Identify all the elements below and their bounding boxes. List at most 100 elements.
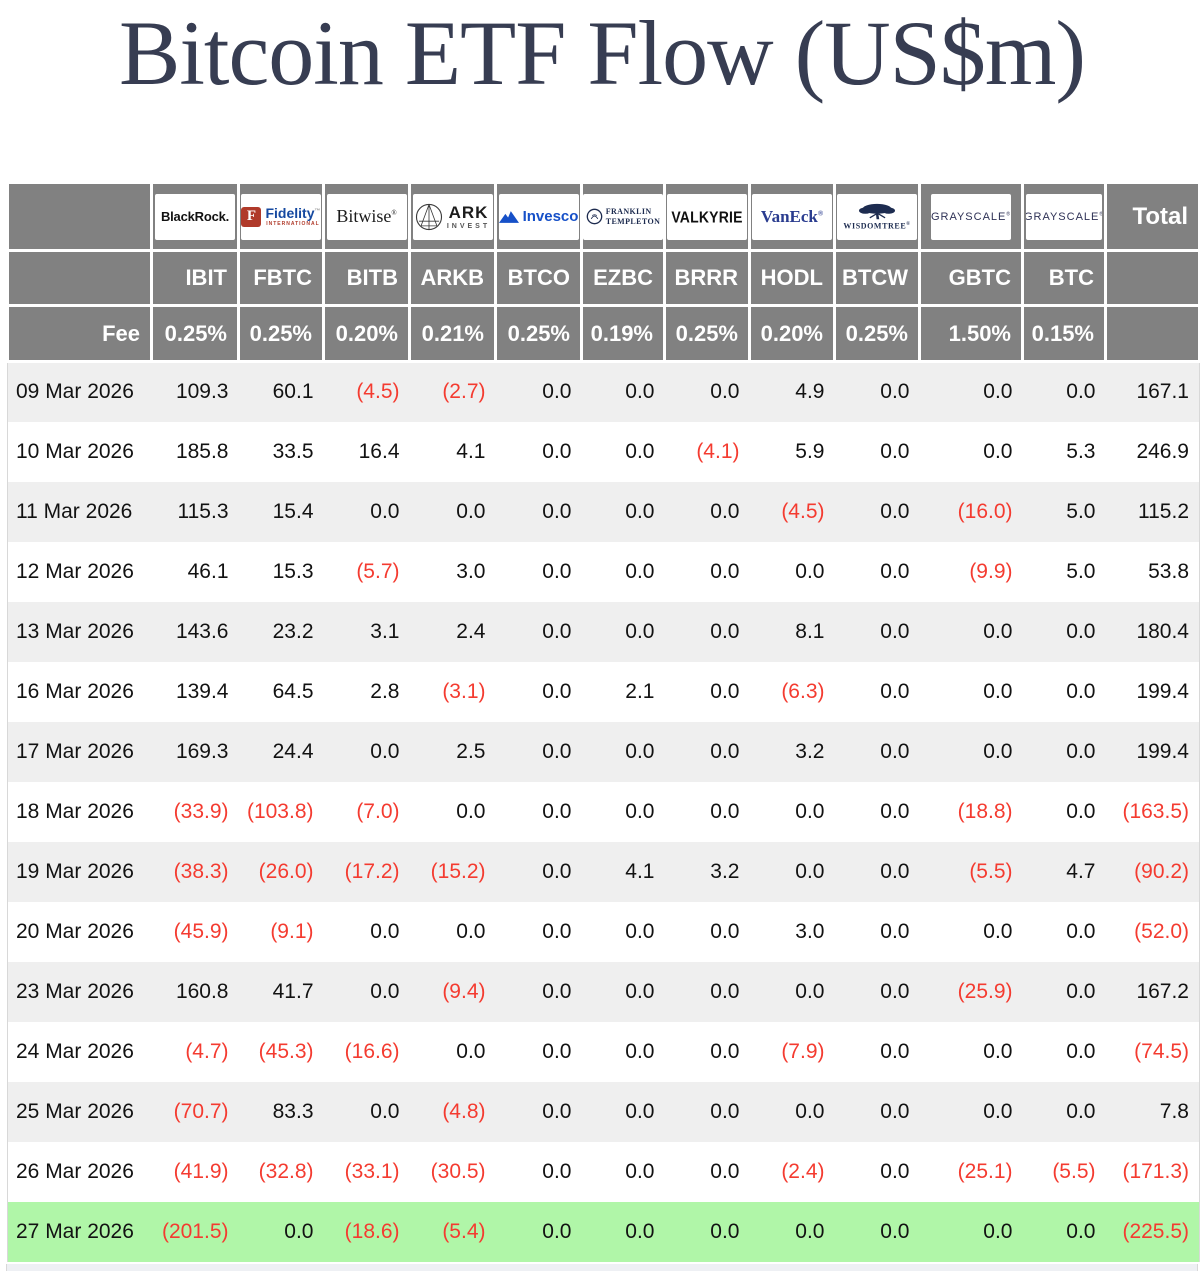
- flow-cell-brrr: 0.0: [710, 619, 740, 643]
- flow-cell-brrr: 0.0: [710, 1219, 740, 1243]
- flow-cell-btc: 0.0: [1066, 919, 1096, 943]
- date-cell: 12 Mar 2026: [7, 541, 152, 602]
- flow-cell-fbtc: (9.1): [270, 919, 314, 943]
- flow-cell-gbtc: 0.0: [983, 380, 1013, 404]
- ark-wordmark: ARK: [448, 202, 489, 222]
- wisdomtree-logo: WISDOMTREE®: [837, 193, 917, 240]
- flow-cell-btco: 0.0: [542, 439, 572, 463]
- flow-cell-fbtc: 0.0: [284, 1219, 314, 1243]
- flow-cell-ibit: (4.7): [185, 1039, 229, 1063]
- date-cell: 13 Mar 2026: [7, 601, 152, 662]
- invesco-wordmark: Invesco: [522, 208, 579, 226]
- flow-cell-ibit: (45.9): [173, 919, 229, 943]
- grayscale-wordmark: GRAYSCALE: [931, 210, 1007, 223]
- valkyrie-wordmark: VALKYRIE: [671, 207, 743, 226]
- total-cell: 167.1: [1105, 361, 1200, 422]
- date-cell: 10 Mar 2026: [7, 421, 152, 482]
- flow-cell-btco: 0.0: [542, 799, 572, 823]
- flow-cell-ezbc: 0.0: [625, 799, 655, 823]
- date-cell: 23 Mar 2026: [7, 961, 152, 1022]
- flow-cell-btc: 5.0: [1066, 559, 1096, 583]
- flow-cell-arkb: 0.0: [456, 799, 486, 823]
- flow-cell-fbtc: 24.4: [272, 739, 314, 763]
- invesco-mountain-icon: [498, 210, 519, 223]
- vaneck-wordmark: VanEck: [760, 206, 818, 226]
- flow-cell-gbtc: (25.1): [957, 1159, 1013, 1183]
- flow-cell-fbtc: 15.4: [272, 499, 314, 523]
- flow-cell-bitb: 0.0: [370, 919, 400, 943]
- flow-cell-gbtc: (5.5): [969, 859, 1013, 883]
- flow-cell-brrr: 0.0: [710, 799, 740, 823]
- fidelity-wordmark: Fidelity: [265, 205, 315, 222]
- total-cell: 246.9: [1105, 421, 1200, 482]
- ticker-header-bitb: BITB: [322, 249, 411, 308]
- flow-cell-hodl: (4.5): [781, 499, 825, 523]
- franklin-templeton-logo-cell: FRANKLIN TEMPLETON: [580, 181, 666, 253]
- grayscale-btc-wordmark: GRAYSCALE: [1026, 210, 1100, 223]
- flow-cell-gbtc: 0.0: [983, 1099, 1013, 1123]
- date-cell: 27 Mar 2026: [7, 1201, 152, 1262]
- flow-row-19-mar-2026: 19 Mar 2026 (38.3) (26.0) (17.2) (15.2) 0.0 4.…: [7, 841, 1200, 902]
- flow-cell-bitb: (16.6): [344, 1039, 400, 1063]
- flow-cell-ibit: (33.9): [173, 799, 229, 823]
- ticker-row: IBIT FBTC BITB ARKB BTCO EZBC BRRR HODL BTCW GBTC…: [6, 249, 1201, 308]
- flow-cell-btc: 4.7: [1066, 859, 1096, 883]
- logo-row: BlackRock. F Fidelity™ INTERNATIONAL: [6, 181, 1201, 253]
- flow-cell-bitb: (7.0): [356, 799, 400, 823]
- fee-value-hodl: 0.20%: [748, 304, 836, 364]
- ark-logo-cell: ARK INVEST: [408, 181, 497, 253]
- ark-invest-logo: ARK INVEST: [412, 193, 493, 240]
- flow-cell-btcw: 0.0: [880, 559, 910, 583]
- flow-cell-bitb: 0.0: [370, 499, 400, 523]
- flow-cell-gbtc: 0.0: [983, 1219, 1013, 1243]
- flow-cell-arkb: (30.5): [430, 1159, 486, 1183]
- flow-cell-btcw: 0.0: [880, 679, 910, 703]
- flow-cell-bitb: (18.6): [344, 1219, 400, 1243]
- flow-cell-gbtc: (16.0): [957, 499, 1013, 523]
- flow-cell-ezbc: 0.0: [625, 619, 655, 643]
- fee-value-ibit: 0.25%: [150, 304, 240, 364]
- flow-cell-hodl: 3.2: [795, 739, 825, 763]
- franklin-head-icon: [586, 208, 603, 225]
- fee-value-btc: 0.15%: [1021, 304, 1107, 364]
- flow-cell-ibit: (41.9): [173, 1159, 229, 1183]
- flow-cell-brrr: 0.0: [710, 1039, 740, 1063]
- ticker-header-btcw: BTCW: [833, 249, 921, 308]
- fee-value-ezbc: 0.19%: [580, 304, 666, 364]
- flow-cell-ezbc: 0.0: [625, 739, 655, 763]
- corner-empty-cell: [6, 181, 153, 253]
- ticker-header-hodl: HODL: [748, 249, 836, 308]
- flow-cell-arkb: 4.1: [456, 439, 486, 463]
- flow-cell-ezbc: 0.0: [625, 439, 655, 463]
- date-cell: 18 Mar 2026: [7, 781, 152, 842]
- fee-value-gbtc: 1.50%: [918, 304, 1024, 364]
- bitwise-wordmark: Bitwise: [336, 206, 392, 227]
- flow-cell-ibit: 115.3: [177, 499, 229, 523]
- flow-cell-btco: 0.0: [542, 559, 572, 583]
- flow-cell-btc: 0.0: [1066, 679, 1096, 703]
- flow-cell-bitb: (17.2): [344, 859, 400, 883]
- flow-cell-fbtc: (103.8): [246, 799, 314, 823]
- page-title: Bitcoin ETF Flow (US$m): [118, 2, 1086, 104]
- flow-cell-bitb: 3.1: [370, 619, 400, 643]
- flow-cell-btc: 0.0: [1066, 739, 1096, 763]
- fee-value-fbtc: 0.25%: [237, 304, 325, 364]
- flow-cell-btc: 0.0: [1066, 619, 1096, 643]
- grayscale-logo-cell: GRAYSCALE®: [918, 181, 1024, 253]
- flow-cell-hodl: (2.4): [781, 1159, 825, 1183]
- flow-cell-bitb: (4.5): [356, 380, 400, 404]
- date-cell: 20 Mar 2026: [7, 901, 152, 962]
- flow-cell-brrr: 0.0: [710, 499, 740, 523]
- flow-cell-arkb: (15.2): [430, 859, 486, 883]
- flow-cell-hodl: 0.0: [795, 1219, 825, 1243]
- flow-cell-btc: 0.0: [1066, 979, 1096, 1003]
- flow-cell-arkb: (4.8): [442, 1099, 486, 1123]
- ticker-row-total-empty-cell: [1104, 249, 1201, 308]
- flow-cell-ezbc: 0.0: [625, 1099, 655, 1123]
- fidelity-f-icon: F: [241, 206, 262, 227]
- total-cell: 180.4: [1105, 601, 1200, 662]
- flow-cell-hodl: 5.9: [795, 439, 825, 463]
- flow-cell-btcw: 0.0: [880, 1219, 910, 1243]
- flow-cell-ezbc: 0.0: [625, 1039, 655, 1063]
- flow-row-25-mar-2026: 25 Mar 2026 (70.7) 83.3 0.0 (4.8) 0.0 0.0 0.0 0.…: [7, 1081, 1200, 1142]
